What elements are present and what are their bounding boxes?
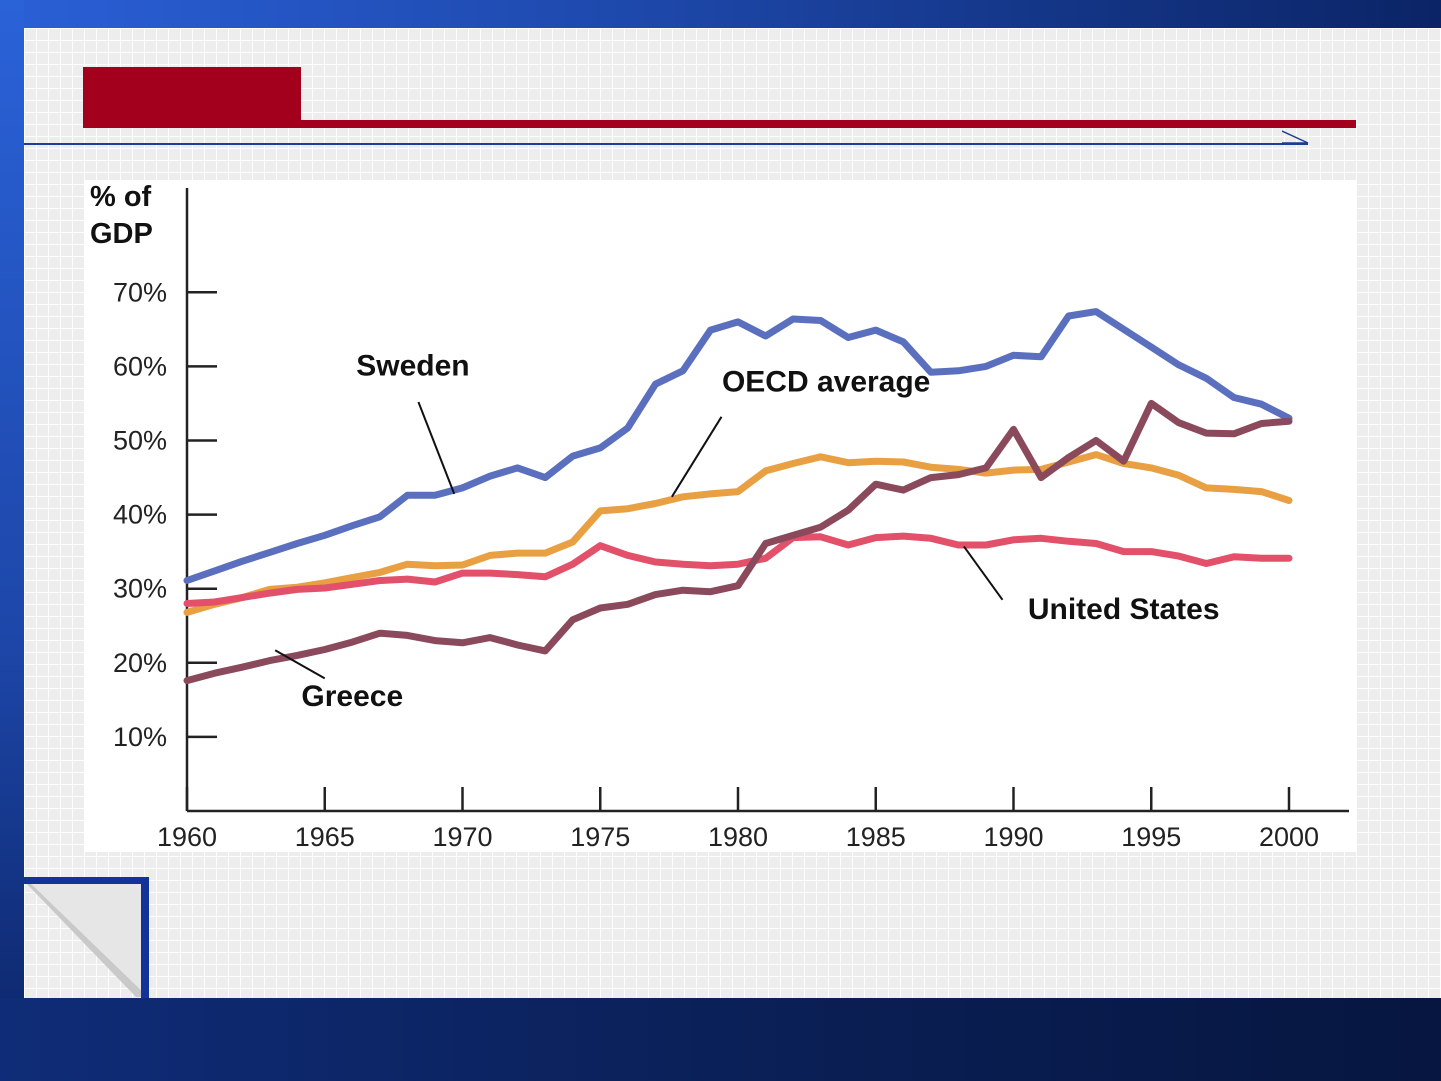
series-label-greece: Greece bbox=[301, 680, 403, 713]
series-lines bbox=[183, 308, 1293, 685]
y-tick-label: 50% bbox=[113, 426, 167, 456]
frame-top-band bbox=[0, 0, 1441, 28]
y-tick-label: 10% bbox=[113, 722, 167, 752]
x-axis-ticks: 1960 1965 1970 1975 1980 1985 1990 1995 2000 bbox=[157, 787, 1319, 852]
y-tick-label: 70% bbox=[113, 277, 167, 307]
series-line-united-states bbox=[183, 532, 1293, 607]
x-tick-label: 1990 bbox=[983, 822, 1043, 852]
series-labels: Sweden OECD average United States Greece bbox=[274, 349, 1220, 713]
x-tick-label: 1980 bbox=[708, 822, 768, 852]
title-accent-block bbox=[83, 67, 301, 128]
line-chart: % of GDP 10%20%30%40%50%60%70% 1960 1965 1… bbox=[90, 181, 1349, 852]
y-tick-label: 40% bbox=[113, 500, 167, 530]
x-tick-label: 1995 bbox=[1121, 822, 1181, 852]
x-tick-label: 1985 bbox=[846, 822, 906, 852]
frame-left-band bbox=[0, 0, 24, 1081]
series-pointer-oecd-average bbox=[671, 416, 723, 498]
x-tick-label: 1965 bbox=[295, 822, 355, 852]
x-tick-label: 2000 bbox=[1259, 822, 1319, 852]
y-axis-ticks: 10% 20% 30% 40% 50% 60% 70% bbox=[113, 277, 217, 752]
x-tick-label: 1960 bbox=[157, 822, 217, 852]
series-pointer-greece bbox=[274, 649, 326, 680]
corner-fold-decoration bbox=[24, 877, 149, 998]
y-axis-title-line-1: % of bbox=[90, 181, 152, 213]
header-rule-arrow bbox=[1282, 130, 1309, 144]
y-tick-label: 60% bbox=[113, 351, 167, 381]
series-pointer-united-states bbox=[963, 545, 1004, 601]
x-tick-label: 1970 bbox=[432, 822, 492, 852]
y-axis-title-line-2: GDP bbox=[90, 218, 153, 250]
series-label-sweden: Sweden bbox=[356, 349, 469, 382]
title-accent-bar bbox=[83, 120, 1356, 128]
series-line-sweden bbox=[183, 308, 1293, 584]
series-label-oecd-average: OECD average bbox=[722, 366, 930, 399]
header-rule bbox=[24, 143, 1308, 145]
frame-bottom-band bbox=[0, 998, 1441, 1081]
series-pointer-sweden bbox=[417, 401, 456, 495]
chart-axes bbox=[185, 188, 1349, 813]
y-tick-label: 20% bbox=[113, 648, 167, 678]
series-label-united-states: United States bbox=[1028, 593, 1220, 626]
y-tick-label: 30% bbox=[113, 574, 167, 604]
chart-panel: % of GDP 10% 20% 30% 40% 50% 60% 70% 1960 1965 1… bbox=[84, 180, 1356, 852]
series-line-oecd-average bbox=[183, 451, 1293, 616]
series-line-greece bbox=[183, 399, 1293, 685]
x-tick-label: 1975 bbox=[570, 822, 630, 852]
